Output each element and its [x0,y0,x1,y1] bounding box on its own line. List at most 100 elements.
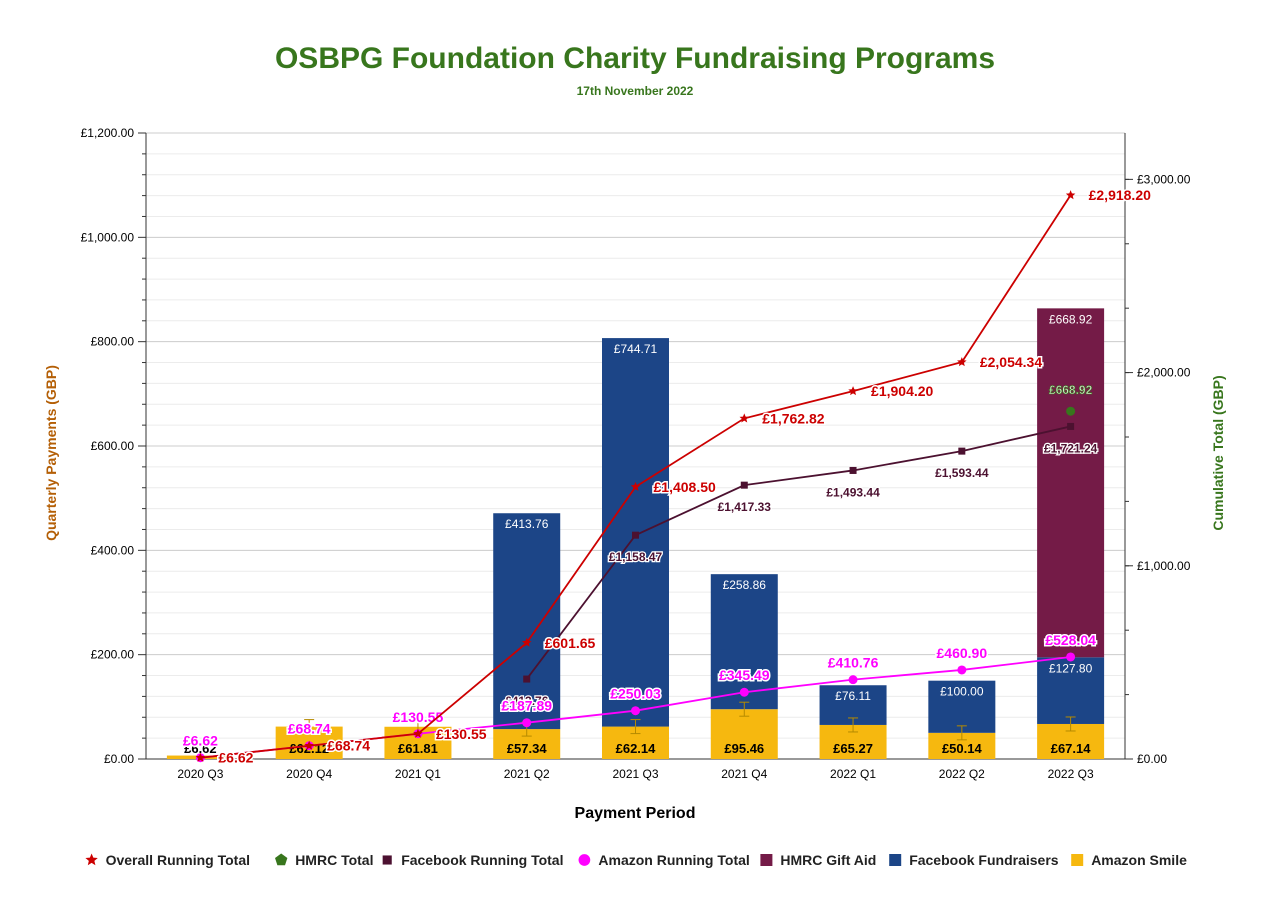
legend-label: Overall Running Total [106,852,250,868]
bar-label: £76.11 [835,689,871,703]
left-tick-label: £1,200.00 [81,126,135,140]
overall-running-total-marker [957,357,967,367]
legend-swatch [275,853,288,866]
legend-item: HMRC Total [275,852,373,868]
bar-label: £95.46 [724,741,764,756]
legend-swatch [760,854,773,866]
legend-label: Facebook Running Total [401,852,563,868]
left-tick-label: £600.00 [91,439,135,453]
facebook-running-total-marker [1067,422,1075,430]
bar-label: £57.34 [507,741,548,756]
overall-total-label: £601.65 [545,635,596,651]
overall-running-total-marker [195,752,206,762]
legend-item: Amazon Running Total [578,852,750,868]
bar-label: £50.14 [942,741,983,756]
x-tick-label: 2020 Q4 [286,767,332,781]
bar-label: £6.62 [184,741,217,756]
amazon-total-label: £250.03 [610,686,661,702]
line-facebook-running-total [526,425,1071,680]
bar-facebook-fundraisers [1037,657,1105,724]
bar-facebook-fundraisers [493,513,561,730]
left-axis-title: Quarterly Payments (GBP) [43,365,59,541]
overall-running-total-marker [630,481,641,491]
overall-total-label: £68.74 [327,738,370,754]
facebook-running-total-marker [849,466,857,474]
facebook-running-total-marker [740,481,748,489]
amazon-total-label: £68.74 [288,721,331,737]
amazon-running-total-marker [848,675,858,685]
overall-running-total-marker [1065,190,1076,200]
x-tick-label: 2022 Q3 [1048,767,1094,781]
bar-label: £258.86 [723,578,767,592]
facebook-running-total-marker [523,675,531,683]
right-axis-title: Cumulative Total (GBP) [1210,375,1226,530]
overall-total-label: £1,762.82 [762,410,824,426]
bar-label: £127.80 [1049,661,1093,675]
chart-title: OSBPG Foundation Charity Fundraising Pro… [275,42,995,75]
facebook-total-label: £1,158.47 [609,550,663,564]
facebook-total-label: £1,417.33 [718,500,772,514]
left-tick-label: £400.00 [91,543,135,557]
right-tick-label: £3,000.00 [1137,172,1191,186]
overall-running-total-marker [848,386,858,396]
right-tick-label: £0.00 [1137,752,1167,766]
amazon-running-total-marker [522,718,532,728]
facebook-total-label: £1,493.44 [826,485,880,499]
amazon-running-total-marker [631,706,640,716]
x-tick-label: 2021 Q2 [504,767,550,781]
bar-facebook-fundraisers [710,574,778,710]
left-tick-label: £200.00 [91,648,135,662]
overall-running-total-marker [521,637,532,647]
legend-label: HMRC Total [295,852,373,868]
legend-item: Amazon Smile [1071,852,1187,868]
facebook-total-label: £413.76 [505,694,549,708]
bar-label: £100.00 [940,685,984,699]
legend-label: Amazon Running Total [598,852,749,868]
legend: Overall Running Total HMRC Total Facebook … [85,852,1187,868]
bar-amazon-smile [710,709,778,759]
legend-label: Facebook Fundraisers [909,852,1059,868]
plot-area: £0.00 £200.00 £400.00 £600.00 £800.00 £1,000.… [81,126,1191,781]
hmrc-total-label: £668.92 [1049,383,1093,397]
x-tick-label: 2021 Q3 [612,767,658,781]
amazon-running-total-marker [1066,652,1076,662]
legend-item: Facebook Running Total [382,852,563,868]
left-tick-label: £0.00 [104,752,134,766]
bar-hmrc-gift-aid [1037,308,1105,658]
facebook-total-label: £1,721.24 [1044,441,1098,455]
legend-label: Amazon Smile [1091,852,1187,868]
legend-item: Overall Running Total [85,852,250,868]
overall-total-label: £1,408.50 [654,479,716,495]
amazon-total-label: £345.49 [719,667,770,683]
overall-total-label: £130.55 [436,726,487,742]
overall-total-label: £2,918.20 [1089,187,1151,203]
bar-label: £67.14 [1051,741,1092,756]
overall-total-label: £6.62 [218,750,253,766]
bar-label: £62.14 [616,741,657,756]
facebook-running-total-marker [958,447,966,455]
amazon-total-label: £130.55 [393,709,444,725]
overall-total-label: £1,904.20 [871,383,933,399]
overall-running-total-marker [304,740,314,750]
bar-label: £744.71 [614,342,658,356]
legend-swatch [85,853,98,866]
x-tick-label: 2022 Q2 [939,767,985,781]
legend-swatch [1071,854,1084,866]
amazon-total-label: £6.62 [183,733,218,749]
amazon-total-label: £410.76 [828,655,879,671]
x-axis-title: Payment Period [575,805,696,822]
x-tick-label: 2021 Q4 [721,767,767,781]
bar-label: £668.92 [1049,312,1093,326]
hmrc-total-marker [1066,406,1076,416]
chart-subtitle: 17th November 2022 [577,84,694,98]
x-tick-label: 2020 Q3 [177,767,223,781]
legend-swatch [382,855,392,865]
legend-swatch [889,854,902,866]
legend-item: Facebook Fundraisers [889,852,1059,868]
overall-total-label: £2,054.34 [980,354,1042,370]
facebook-running-total-marker [632,531,639,539]
amazon-running-total-marker [957,665,967,675]
right-tick-label: £1,000.00 [1137,559,1191,573]
overall-running-total-marker [739,413,750,423]
